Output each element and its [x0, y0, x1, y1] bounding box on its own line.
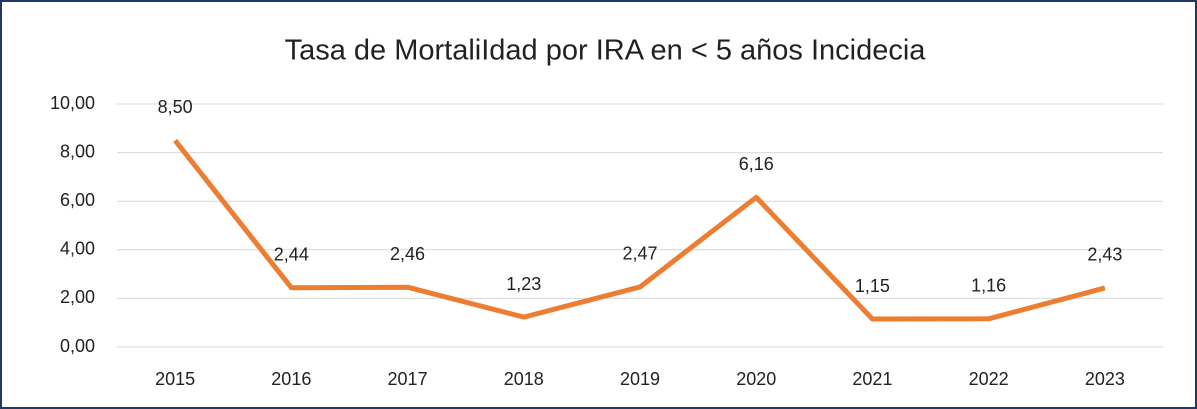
x-tick-label: 2015	[155, 369, 195, 389]
x-tick-label: 2019	[620, 369, 660, 389]
data-label: 8,50	[158, 97, 193, 117]
y-tick-label: 6,00	[60, 190, 95, 210]
x-tick-label: 2018	[504, 369, 544, 389]
data-label: 1,15	[855, 276, 890, 296]
y-tick-label: 8,00	[60, 141, 95, 161]
data-label: 1,16	[971, 276, 1006, 296]
x-tick-label: 2016	[271, 369, 311, 389]
y-tick-label: 2,00	[60, 287, 95, 307]
data-label: 6,16	[739, 154, 774, 174]
x-tick-label: 2022	[969, 369, 1009, 389]
x-tick-label: 2017	[388, 369, 428, 389]
data-label: 1,23	[506, 274, 541, 294]
y-tick-label: 10,00	[50, 93, 95, 113]
x-tick-label: 2023	[1085, 369, 1125, 389]
data-label: 2,43	[1087, 245, 1122, 265]
data-line	[173, 138, 1106, 322]
data-label: 2,47	[622, 244, 657, 264]
x-tick-label: 2021	[852, 369, 892, 389]
x-tick-label: 2020	[736, 369, 776, 389]
chart-title: Tasa de MortaliIdad por IRA en < 5 años …	[285, 35, 927, 67]
y-tick-label: 0,00	[60, 336, 95, 356]
y-tick-label: 4,00	[60, 239, 95, 259]
data-label: 2,46	[390, 244, 425, 264]
data-label: 2,44	[274, 244, 309, 264]
